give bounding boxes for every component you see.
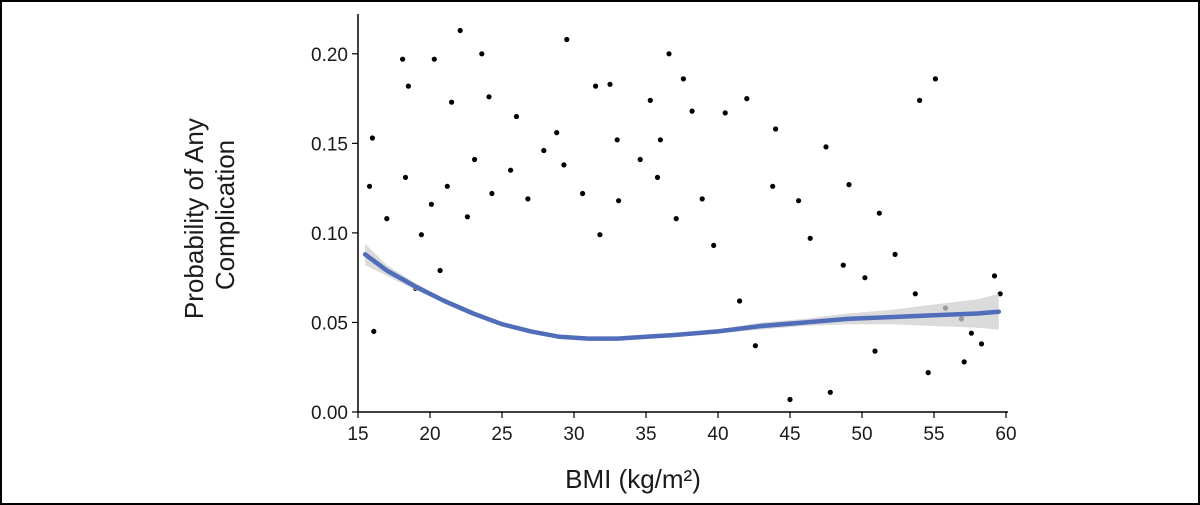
y-axis-title-line-1: Probability of Any [179, 118, 209, 319]
scatter-point-45 [371, 328, 377, 334]
scatter-point-8 [405, 83, 411, 89]
x-tick-label-7: 50 [851, 424, 872, 445]
x-tick-label-1: 20 [419, 424, 440, 445]
scatter-point-16 [513, 113, 520, 120]
scatter-point-42 [872, 348, 878, 354]
scatter-point-30 [840, 262, 846, 268]
scatter-point-12 [917, 97, 923, 103]
scatter-point-66 [489, 190, 495, 197]
scatter-point-59 [616, 198, 622, 204]
scatter-point-1 [479, 51, 485, 57]
scatter-point-22 [614, 137, 620, 143]
scatter-point-2 [564, 36, 570, 43]
scatter-point-63 [541, 147, 547, 154]
scatter-point-6 [680, 76, 687, 82]
scatter-point-41 [961, 359, 967, 365]
scatter-point-17 [722, 110, 728, 116]
x-tick-label-4: 35 [635, 424, 656, 445]
scatter-point-54 [711, 242, 717, 248]
x-tick-label-8: 55 [923, 424, 944, 445]
scatter-point-53 [752, 343, 759, 349]
scatter-point-31 [862, 275, 868, 281]
y-axis-title-line-2: Complication [210, 140, 240, 290]
scatter-point-23 [689, 108, 695, 114]
x-tick-label-9: 60 [995, 424, 1016, 445]
smooth-fit-line [362, 252, 1002, 341]
x-tick-label-0: 15 [347, 424, 368, 445]
x-axis-title: BMI (kg/m²) [565, 464, 701, 494]
scatter-point-24 [554, 130, 560, 136]
smooth-line-group [362, 252, 1002, 341]
axes [357, 14, 1008, 413]
y-tick-label-1: 0.05 [311, 313, 348, 334]
scatter-point-25 [846, 182, 852, 188]
scatter-point-28 [796, 198, 802, 204]
scatter-point-55 [699, 196, 705, 202]
scatter-point-14 [449, 99, 455, 105]
scatter-point-32 [892, 251, 898, 257]
y-tick-label-0: 0.00 [311, 403, 348, 424]
x-tick-label-3: 30 [563, 424, 584, 445]
scatter-point-18 [369, 135, 375, 141]
scatter-point-13 [744, 96, 750, 102]
scatter-point-43 [827, 389, 833, 395]
scatter-point-40 [925, 370, 931, 376]
scatter-point-51 [437, 267, 443, 274]
confidence-band [365, 243, 999, 341]
scatter-point-67 [472, 156, 478, 163]
y-tick-label-2: 0.10 [311, 224, 348, 245]
scatter-point-62 [561, 162, 567, 168]
scatter-point-9 [607, 81, 613, 87]
scatter-point-21 [657, 137, 664, 143]
y-tick-label-3: 0.15 [311, 134, 348, 155]
scatter-point-68 [464, 214, 470, 220]
scatter-point-69 [444, 183, 450, 189]
scatter-point-46 [366, 183, 373, 189]
scatter-point-65 [508, 167, 514, 173]
y-axis-ticks: 0.00 0.05 0.10 0.15 0.20 [311, 45, 358, 424]
confidence-band-group [365, 243, 999, 341]
scatter-point-57 [654, 174, 661, 180]
x-tick-label-2: 25 [491, 424, 512, 445]
scatter-point-11 [647, 97, 653, 103]
scatter-point-19 [773, 126, 779, 132]
scatter-point-64 [525, 196, 531, 202]
scatter-point-5 [431, 56, 437, 62]
scatter-point-70 [428, 201, 434, 207]
scatter-point-52 [737, 298, 743, 304]
scatter-point-60 [597, 232, 603, 238]
scatter-point-48 [402, 174, 409, 180]
scatter-point-61 [580, 190, 586, 197]
scatter-point-37 [978, 341, 985, 347]
scatter-point-44 [787, 396, 793, 403]
scatter-point-4 [400, 56, 406, 62]
x-tick-label-6: 45 [779, 424, 800, 445]
scatter-point-20 [823, 144, 829, 150]
scatter-point-0 [457, 27, 463, 34]
x-tick-label-5: 40 [707, 424, 728, 445]
scatter-point-47 [384, 216, 390, 222]
scatter-point-58 [637, 156, 643, 163]
scatter-point-10 [593, 83, 599, 89]
scatter-point-56 [673, 216, 679, 222]
scatter-point-26 [876, 210, 882, 216]
scatter-point-29 [807, 235, 813, 241]
y-axis-title: Probability of Any Complication [179, 111, 240, 319]
scatter-point-15 [486, 94, 492, 100]
y-tick-label-4: 0.20 [311, 45, 348, 66]
scatter-point-39 [997, 291, 1003, 297]
scatter-point-3 [666, 51, 672, 57]
scatter-point-36 [968, 330, 975, 336]
scatter-point-7 [932, 76, 939, 82]
x-axis-ticks: 15 20 25 30 35 40 45 50 55 60 [347, 412, 1017, 445]
scatter-point-38 [991, 273, 998, 279]
scatter-point-27 [770, 183, 776, 189]
scatter-points [366, 27, 1003, 403]
scatter-point-49 [418, 232, 424, 238]
scatter-point-33 [912, 291, 918, 297]
